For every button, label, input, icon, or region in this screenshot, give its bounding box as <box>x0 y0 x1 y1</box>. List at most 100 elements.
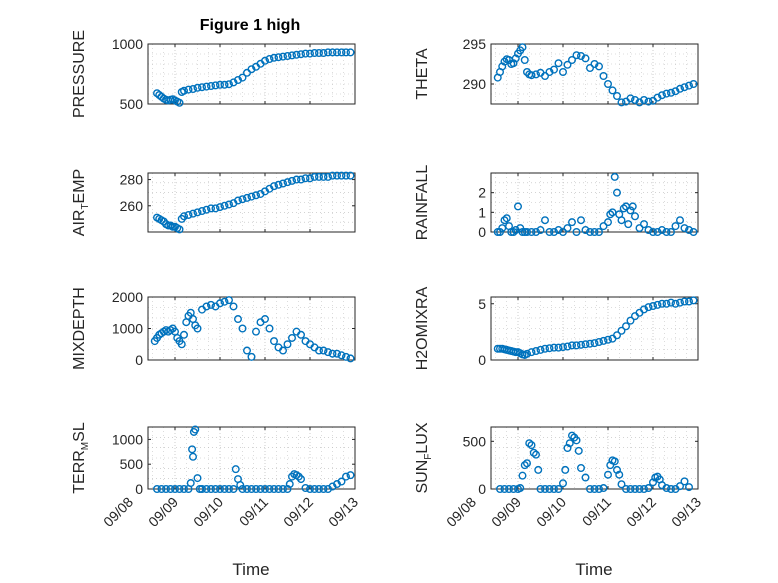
data-point <box>689 296 698 305</box>
y-tick-label: 500 <box>120 96 144 112</box>
data-point <box>229 302 238 311</box>
data-point <box>152 485 161 494</box>
data-point <box>193 208 202 217</box>
data-point <box>640 220 649 229</box>
data-point <box>649 302 658 311</box>
y-tick-label: 0 <box>478 224 486 240</box>
data-point <box>608 86 617 95</box>
data-point <box>685 81 694 90</box>
data-point <box>279 485 288 494</box>
axes-box <box>490 43 699 105</box>
data-point <box>301 174 310 183</box>
data-point <box>496 227 505 236</box>
data-point <box>617 98 626 107</box>
data-point <box>500 485 509 494</box>
data-point <box>559 479 568 488</box>
data-point <box>550 65 559 74</box>
data-point <box>599 336 608 345</box>
data-point <box>297 50 306 59</box>
data-point <box>649 227 658 236</box>
data-point <box>233 196 242 205</box>
data-point <box>324 172 333 181</box>
data-point <box>662 89 671 98</box>
data-point <box>220 485 229 494</box>
y-tick-label: 0 <box>135 352 143 368</box>
data-point <box>671 299 680 308</box>
data-point <box>586 63 595 72</box>
data-point <box>175 98 184 107</box>
data-point <box>505 485 514 494</box>
data-point <box>518 43 527 52</box>
data-point <box>274 485 283 494</box>
data-point <box>559 227 568 236</box>
data-point <box>301 49 310 58</box>
data-point <box>231 465 240 474</box>
data-point <box>202 302 211 311</box>
data-point <box>541 344 550 353</box>
data-point <box>626 94 635 103</box>
data-point <box>297 330 306 339</box>
data-point <box>599 484 608 493</box>
data-point <box>247 352 256 361</box>
data-point <box>306 49 315 58</box>
data-point <box>568 431 577 440</box>
x-tick-label: 09/09 <box>145 494 181 530</box>
data-point <box>541 485 550 494</box>
data-point <box>631 485 640 494</box>
data-point <box>220 80 229 89</box>
data-point <box>680 224 689 233</box>
data-point <box>251 485 260 494</box>
x-tick-label: 09/08 <box>443 494 479 530</box>
data-point <box>606 210 615 219</box>
data-point <box>229 78 238 87</box>
data-point <box>224 200 233 209</box>
data-point <box>532 70 541 79</box>
x-tick-label: 09/12 <box>280 494 316 530</box>
data-point <box>671 222 680 231</box>
data-point <box>247 192 256 201</box>
data-point <box>170 485 179 494</box>
data-point <box>622 485 631 494</box>
data-point <box>500 57 509 66</box>
data-point <box>554 485 563 494</box>
data-point <box>310 49 319 58</box>
data-point <box>581 473 590 482</box>
data-point <box>274 53 283 62</box>
data-point <box>577 216 586 225</box>
data-point <box>224 485 233 494</box>
axes-box <box>147 296 356 361</box>
data-point <box>527 441 536 450</box>
data-point <box>184 210 193 219</box>
data-point <box>161 485 170 494</box>
data-point <box>559 343 568 352</box>
y-tick-label: 0 <box>478 481 486 497</box>
data-point <box>662 484 671 493</box>
data-point <box>574 446 583 455</box>
data-point <box>577 52 586 61</box>
data-point <box>337 171 346 180</box>
data-point <box>523 227 532 236</box>
data-point <box>188 209 197 218</box>
data-point <box>617 326 626 335</box>
air-temp-axes: 260 280 AIRTEMP <box>71 169 356 236</box>
data-point <box>215 299 224 308</box>
data-point <box>550 343 559 352</box>
data-point <box>337 48 346 57</box>
data-point <box>590 60 599 69</box>
y-tick-label: 0 <box>478 352 486 368</box>
data-point <box>509 227 518 236</box>
data-point <box>572 51 581 60</box>
data-point <box>658 226 667 235</box>
sun-flux-ylabel: SUNFLUX <box>414 422 434 493</box>
data-point <box>536 345 545 354</box>
data-point <box>604 79 613 88</box>
data-point <box>175 485 184 494</box>
data-point <box>667 227 676 236</box>
data-point <box>590 339 599 348</box>
data-point <box>514 202 523 211</box>
data-point <box>676 482 685 491</box>
data-point <box>532 347 541 356</box>
data-point <box>206 204 215 213</box>
data-point <box>662 227 671 236</box>
data-point <box>622 322 631 331</box>
